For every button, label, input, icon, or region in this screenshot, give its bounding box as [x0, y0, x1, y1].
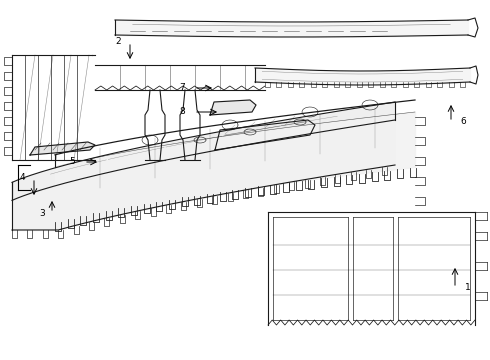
Text: 8: 8 [179, 108, 185, 117]
Polygon shape [210, 100, 256, 115]
Polygon shape [30, 142, 95, 155]
Text: 3: 3 [39, 208, 45, 217]
Text: 5: 5 [69, 158, 75, 166]
Text: 4: 4 [19, 174, 25, 183]
Text: 1: 1 [465, 284, 471, 292]
Text: 6: 6 [460, 117, 466, 126]
Text: 2: 2 [115, 37, 121, 46]
Text: 7: 7 [179, 84, 185, 93]
Polygon shape [215, 120, 315, 150]
